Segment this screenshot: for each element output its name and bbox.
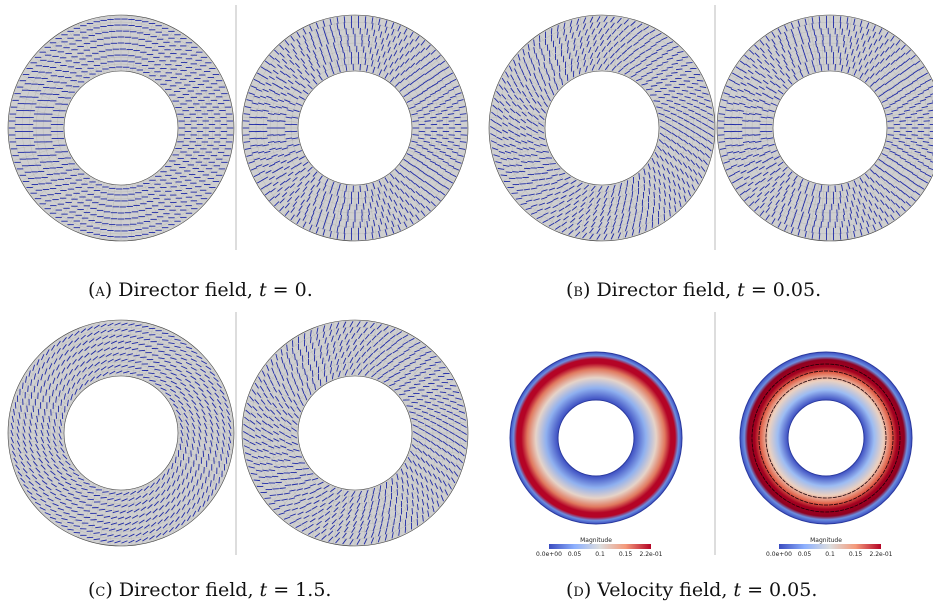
colorbar-left: Magnitude 0.0e+00 0.05 0.1 0.15 2.2e-01 (536, 537, 663, 558)
annulus-a-right (241, 14, 469, 242)
caption-a-value: = 0. (266, 279, 313, 301)
caption-d-text: Velocity field, (597, 579, 734, 601)
colorbar-tick-label: 0.15 (849, 551, 863, 558)
velocity-annulus-right (739, 351, 913, 525)
annulus-c-right (241, 319, 469, 547)
caption-c-text: Director field, (118, 579, 260, 601)
velocity-annulus-left (509, 351, 683, 525)
caption-c-math: t (259, 579, 268, 601)
caption-b-value: = 0.05. (744, 279, 822, 301)
caption-a-text: Director field, (118, 279, 259, 301)
annulus-c-left (7, 319, 235, 547)
caption-a: (a) Director field, t = 0. (88, 279, 313, 301)
annulus-a-left (7, 14, 235, 242)
colorbar-right-title: Magnitude (810, 537, 842, 544)
colorbar-tick-label: 0.0e+00 (766, 551, 792, 558)
caption-c-value: = 1.5. (267, 579, 332, 601)
colorbar-tick-label: 0.05 (798, 551, 812, 558)
annulus-b-right (716, 14, 933, 242)
colorbar-tick-label: 0.1 (825, 551, 835, 558)
caption-a-math: t (258, 279, 267, 301)
colorbar-tick-label: 0.15 (619, 551, 633, 558)
caption-b: (b) Director field, t = 0.05. (566, 279, 821, 301)
caption-d-tag: (d) (566, 579, 592, 601)
caption-b-text: Director field, (596, 279, 738, 301)
caption-d-value: = 0.05. (741, 579, 818, 601)
colorbar-tick-label: 2.2e-01 (639, 551, 662, 558)
caption-a-tag: (a) (88, 279, 113, 301)
caption-c: (c) Director field, t = 1.5. (88, 579, 331, 601)
colorbar-tick-label: 2.2e-01 (869, 551, 892, 558)
caption-b-tag: (b) (566, 279, 591, 301)
caption-d: (d) Velocity field, t = 0.05. (566, 579, 817, 601)
colorbar-tick-label: 0.05 (568, 551, 582, 558)
caption-b-math: t (737, 279, 745, 301)
colorbar-tick-label: 0.0e+00 (536, 551, 562, 558)
caption-c-tag: (c) (88, 579, 113, 601)
colorbar-left-title: Magnitude (580, 537, 612, 544)
annulus-b-left (488, 14, 716, 242)
colorbar-tick-label: 0.1 (595, 551, 605, 558)
caption-d-math: t (733, 579, 742, 601)
colorbar-right: Magnitude 0.0e+00 0.05 0.1 0.15 2.2e-01 (766, 537, 893, 558)
